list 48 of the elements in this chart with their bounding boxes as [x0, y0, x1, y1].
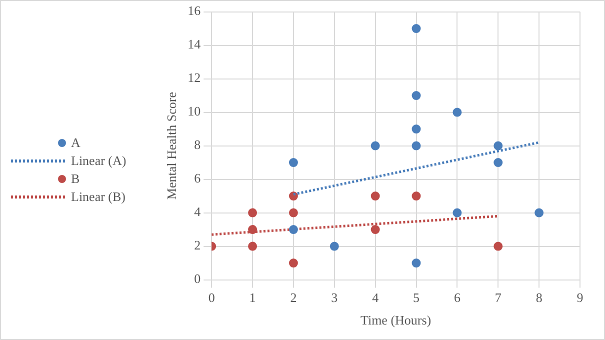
x-tick-label: 5 — [413, 290, 420, 306]
y-tick-label: 2 — [194, 238, 201, 253]
x-tick-label: 4 — [372, 290, 380, 306]
y-tick-label: 16 — [188, 3, 202, 18]
y-tick-label: 6 — [194, 170, 202, 186]
point — [370, 192, 380, 201]
point — [494, 141, 503, 150]
point — [534, 208, 544, 218]
x-tick-label: 8 — [536, 290, 542, 306]
legend-label: A — [71, 135, 80, 151]
legend-label: Linear (A) — [71, 153, 126, 169]
x-tick-label: 3 — [331, 290, 338, 306]
point — [452, 108, 462, 117]
point — [494, 158, 503, 168]
y-tick-label: 4 — [194, 204, 202, 220]
point — [330, 242, 339, 251]
x-tick-label: 7 — [494, 290, 502, 306]
y-tick-label: 12 — [188, 70, 201, 86]
y-axis-title: Mental Health Score — [164, 92, 180, 200]
point — [452, 208, 462, 218]
point — [412, 124, 421, 134]
point — [288, 258, 298, 268]
y-tick-label: 10 — [188, 104, 201, 119]
point — [370, 225, 380, 234]
y-tick-label: 0 — [194, 271, 201, 286]
x-axis-title: Time (Hours) — [360, 312, 432, 328]
y-tick-label: 14 — [188, 36, 202, 52]
point — [412, 141, 421, 150]
x-tick-label: 2 — [290, 290, 297, 306]
point — [412, 24, 421, 34]
x-tick-label: 1 — [249, 290, 256, 306]
point — [248, 208, 258, 218]
legend-label: B — [71, 171, 80, 187]
y-tick-label: 8 — [194, 137, 201, 152]
point — [248, 242, 258, 251]
point — [248, 225, 258, 234]
point — [412, 258, 421, 268]
point — [412, 192, 421, 201]
legend-label: Linear (B) — [71, 189, 126, 205]
point — [288, 225, 298, 234]
point — [288, 208, 298, 218]
point — [412, 91, 421, 100]
x-tick-label: 6 — [454, 290, 461, 306]
point — [370, 141, 380, 150]
point — [494, 242, 503, 251]
x-tick-label: 0 — [208, 290, 215, 306]
x-tick-label: 9 — [576, 290, 584, 306]
point — [288, 158, 298, 168]
